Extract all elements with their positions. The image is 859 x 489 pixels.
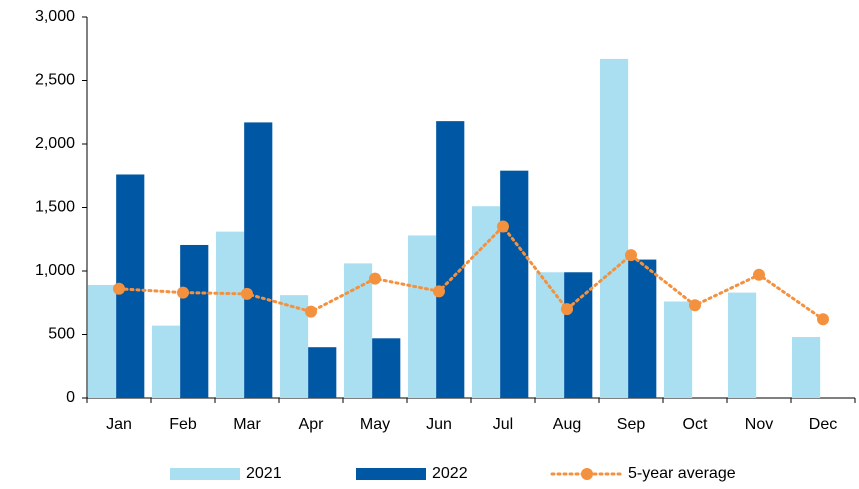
bar	[408, 235, 437, 398]
legend-label: 5-year average	[628, 465, 736, 482]
bar	[308, 347, 337, 398]
legend-label: 2022	[432, 465, 468, 482]
bar	[500, 170, 529, 398]
bar	[600, 58, 629, 398]
x-tick-label: Jan	[106, 416, 132, 433]
bar	[152, 325, 181, 398]
x-tick-label: Oct	[683, 416, 708, 433]
bar	[280, 295, 309, 398]
legend-swatch	[356, 468, 426, 480]
bar	[216, 231, 245, 398]
line-marker	[305, 305, 317, 318]
line-marker	[753, 268, 765, 281]
bar	[88, 284, 117, 398]
x-tick-label: Dec	[809, 416, 837, 433]
y-tick-label: 2,000	[35, 135, 75, 152]
x-tick-label: Jun	[426, 416, 452, 433]
x-tick-label: Jul	[493, 416, 513, 433]
bar	[472, 206, 501, 398]
line	[117, 224, 825, 321]
line-marker	[241, 287, 253, 300]
x-tick-label: May	[360, 416, 390, 433]
x-tick-label: Mar	[233, 416, 261, 433]
line-marker	[689, 299, 701, 312]
x-tick-label: Apr	[299, 416, 325, 433]
bar	[372, 338, 401, 398]
x-tick-label: Aug	[553, 416, 581, 433]
y-tick-label: 3,000	[35, 8, 75, 25]
bar	[536, 272, 565, 398]
bar	[792, 337, 821, 398]
x-tick-label: Nov	[745, 416, 773, 433]
x-tick-label: Feb	[169, 416, 197, 433]
line-marker	[177, 286, 189, 299]
y-tick-label: 1,000	[35, 262, 75, 279]
bar	[664, 301, 693, 398]
legend-swatch	[170, 468, 240, 480]
bar	[244, 122, 273, 398]
legend-marker	[581, 468, 593, 480]
x-tick-label: Sep	[617, 416, 646, 433]
line-marker	[625, 249, 637, 262]
y-tick-label: 500	[48, 326, 75, 343]
line-marker	[113, 282, 125, 295]
line-marker	[817, 313, 829, 326]
bar	[180, 244, 209, 398]
y-tick-label: 1,500	[35, 199, 75, 216]
line-marker	[497, 220, 509, 233]
y-tick-label: 2,500	[35, 72, 75, 89]
line-marker	[369, 272, 381, 285]
bar	[628, 259, 657, 398]
bar	[436, 121, 465, 398]
bar	[728, 292, 757, 398]
y-tick-label: 0	[66, 389, 75, 406]
line-marker	[433, 285, 445, 298]
line-marker	[561, 303, 573, 316]
legend-label: 2021	[246, 465, 282, 482]
